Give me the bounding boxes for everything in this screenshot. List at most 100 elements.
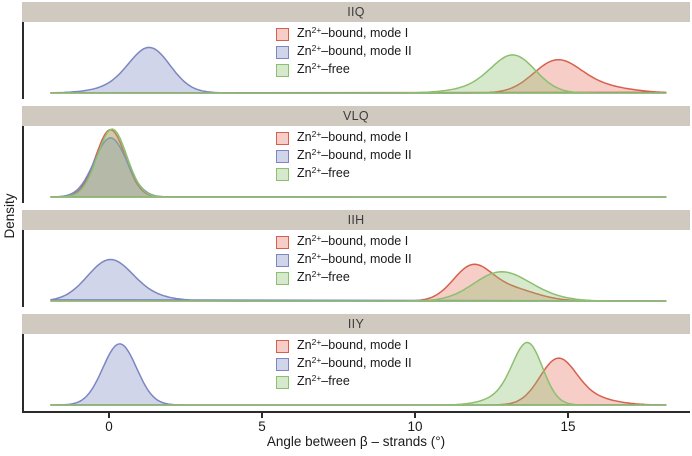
legend-item-free: Zn2+–free <box>276 165 412 183</box>
legend-label-suffix: –bound, mode I <box>321 130 409 144</box>
legend: Zn2+–bound, mode I Zn2+–bound, mode II Zn2… <box>276 129 412 183</box>
y-axis-line <box>22 334 24 411</box>
legend-label-superscript: 2+ <box>311 355 322 365</box>
facet-title: VLQ <box>343 109 369 123</box>
legend-label-prefix: Zn <box>297 374 312 388</box>
legend-swatch-mode2 <box>276 357 289 371</box>
legend-label-superscript: 2+ <box>311 25 322 35</box>
legend-label-suffix: –bound, mode I <box>321 234 409 248</box>
legend-label-prefix: Zn <box>297 44 312 58</box>
legend-label: Zn2+–bound, mode II <box>297 355 412 371</box>
legend-label: Zn2+–free <box>297 61 350 77</box>
facet-iih: IIH Zn2+–bound, mode I Zn2+–bound, mode I… <box>0 210 692 307</box>
x-tick-mark <box>414 413 416 418</box>
legend-label-superscript: 2+ <box>311 337 322 347</box>
legend-label-suffix: –free <box>321 62 350 76</box>
legend-label-superscript: 2+ <box>311 373 322 383</box>
legend-item-mode1: Zn2+–bound, mode I <box>276 129 412 147</box>
x-tick-label: 15 <box>560 419 576 434</box>
plot-panel: Zn2+–bound, mode I Zn2+–bound, mode II Zn2… <box>22 334 690 411</box>
legend-label-suffix: –bound, mode I <box>321 26 409 40</box>
legend-swatch-free <box>276 167 289 181</box>
legend-label-superscript: 2+ <box>311 129 322 139</box>
legend-label-suffix: –free <box>321 166 350 180</box>
facet-title: IIH <box>347 213 365 227</box>
legend-item-mode2: Zn2+–bound, mode II <box>276 43 412 61</box>
x-tick-label: 10 <box>407 419 423 434</box>
legend-label-prefix: Zn <box>297 356 312 370</box>
x-tick-label: 0 <box>105 419 113 434</box>
legend-label-superscript: 2+ <box>311 269 322 279</box>
legend-label-prefix: Zn <box>297 148 312 162</box>
facet-strip: VLQ <box>22 106 690 126</box>
legend-label: Zn2+–free <box>297 165 350 181</box>
legend-label: Zn2+–free <box>297 373 350 389</box>
plot-panel: Zn2+–bound, mode I Zn2+–bound, mode II Zn2… <box>22 230 690 307</box>
legend-label: Zn2+–bound, mode I <box>297 337 409 353</box>
legend-label-suffix: –bound, mode II <box>321 148 412 162</box>
legend-label-superscript: 2+ <box>311 43 322 53</box>
legend-swatch-free <box>276 271 289 285</box>
legend-label-suffix: –bound, mode II <box>321 44 412 58</box>
x-axis: 0 5 10 15 <box>22 413 690 437</box>
legend-label-prefix: Zn <box>297 338 312 352</box>
x-tick-mark <box>261 413 263 418</box>
legend-label-suffix: –free <box>321 374 350 388</box>
legend-label-suffix: –bound, mode I <box>321 338 409 352</box>
facet-strip: IIH <box>22 210 690 230</box>
x-axis-label: Angle between β – strands (°) <box>266 434 446 449</box>
y-axis-line <box>22 126 24 203</box>
facet-title: IIQ <box>347 5 365 19</box>
legend-label: Zn2+–bound, mode II <box>297 43 412 59</box>
legend-item-mode1: Zn2+–bound, mode I <box>276 233 412 251</box>
legend-item-mode1: Zn2+–bound, mode I <box>276 25 412 43</box>
x-axis-line <box>22 411 690 413</box>
density-curve-free <box>50 271 667 302</box>
legend-label-suffix: –bound, mode II <box>321 356 412 370</box>
plot-panel: Zn2+–bound, mode I Zn2+–bound, mode II Zn2… <box>22 22 690 99</box>
legend-swatch-mode2 <box>276 45 289 59</box>
legend-label-superscript: 2+ <box>311 61 322 71</box>
legend-swatch-mode1 <box>276 27 289 41</box>
y-axis-line <box>22 230 24 307</box>
facet-iiy: IIY Zn2+–bound, mode I Zn2+–bound, mode I… <box>0 314 692 411</box>
legend-label-superscript: 2+ <box>311 165 322 175</box>
density-curve-free <box>50 54 667 94</box>
legend-item-mode2: Zn2+–bound, mode II <box>276 355 412 373</box>
legend-label: Zn2+–bound, mode II <box>297 251 412 267</box>
legend-label-prefix: Zn <box>297 234 312 248</box>
legend-label-prefix: Zn <box>297 26 312 40</box>
legend-item-mode2: Zn2+–bound, mode II <box>276 251 412 269</box>
legend-label-superscript: 2+ <box>311 251 322 261</box>
x-tick-mark <box>108 413 110 418</box>
plot-panel: Zn2+–bound, mode I Zn2+–bound, mode II Zn2… <box>22 126 690 203</box>
legend-label: Zn2+–bound, mode II <box>297 147 412 163</box>
facet-vlq: VLQ Zn2+–bound, mode I Zn2+–bound, mode I… <box>0 106 692 203</box>
legend-swatch-mode2 <box>276 253 289 267</box>
legend-label-superscript: 2+ <box>311 147 322 157</box>
legend-item-free: Zn2+–free <box>276 61 412 79</box>
legend-label-prefix: Zn <box>297 166 312 180</box>
y-axis-line <box>22 22 24 99</box>
density-curves <box>50 341 667 406</box>
legend-swatch-mode1 <box>276 131 289 145</box>
legend-swatch-mode1 <box>276 235 289 249</box>
legend-label-suffix: –bound, mode II <box>321 252 412 266</box>
legend-label-prefix: Zn <box>297 62 312 76</box>
legend-item-mode2: Zn2+–bound, mode II <box>276 147 412 165</box>
legend: Zn2+–bound, mode I Zn2+–bound, mode II Zn2… <box>276 337 412 391</box>
legend-label: Zn2+–bound, mode I <box>297 129 409 145</box>
legend: Zn2+–bound, mode I Zn2+–bound, mode II Zn2… <box>276 25 412 79</box>
legend-label-superscript: 2+ <box>311 233 322 243</box>
legend-swatch-free <box>276 375 289 389</box>
legend-swatch-mode1 <box>276 339 289 353</box>
facet-title: IIY <box>347 317 365 331</box>
density-curve-free <box>50 128 667 198</box>
legend-swatch-mode2 <box>276 149 289 163</box>
density-curves <box>50 128 667 198</box>
density-curves <box>50 258 667 302</box>
facet-iiq: IIQ Zn2+–bound, mode I Zn2+–bound, mode I… <box>0 2 692 99</box>
legend-item-free: Zn2+–free <box>276 373 412 391</box>
legend-swatch-free <box>276 63 289 77</box>
legend-label: Zn2+–bound, mode I <box>297 233 409 249</box>
